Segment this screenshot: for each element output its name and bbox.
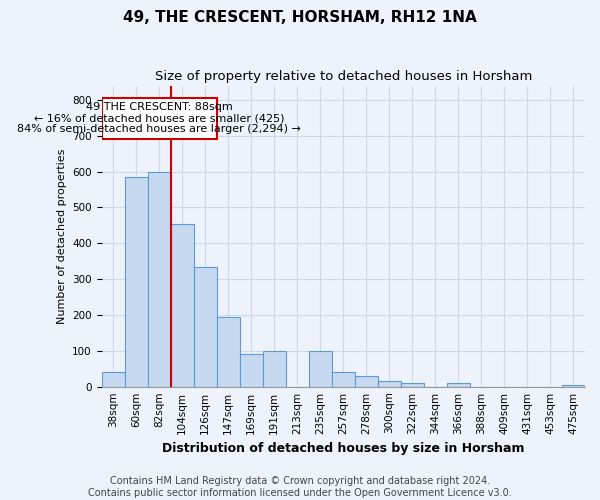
Bar	[170, 224, 194, 386]
Bar	[240, 354, 263, 386]
Title: Size of property relative to detached houses in Horsham: Size of property relative to detached ho…	[155, 70, 532, 83]
Y-axis label: Number of detached properties: Number of detached properties	[56, 148, 67, 324]
Text: Contains HM Land Registry data © Crown copyright and database right 2024.
Contai: Contains HM Land Registry data © Crown c…	[88, 476, 512, 498]
Bar	[217, 317, 240, 386]
Text: ← 16% of detached houses are smaller (425): ← 16% of detached houses are smaller (42…	[34, 114, 284, 124]
Bar	[332, 372, 355, 386]
Bar	[355, 376, 378, 386]
Bar	[263, 351, 286, 386]
Bar	[125, 177, 148, 386]
Bar	[194, 266, 217, 386]
Text: 84% of semi-detached houses are larger (2,294) →: 84% of semi-detached houses are larger (…	[17, 124, 301, 134]
Bar	[562, 385, 585, 386]
Text: 49 THE CRESCENT: 88sqm: 49 THE CRESCENT: 88sqm	[86, 102, 233, 113]
X-axis label: Distribution of detached houses by size in Horsham: Distribution of detached houses by size …	[162, 442, 524, 455]
Bar	[401, 383, 424, 386]
Text: 49, THE CRESCENT, HORSHAM, RH12 1NA: 49, THE CRESCENT, HORSHAM, RH12 1NA	[123, 10, 477, 25]
Bar	[148, 172, 170, 386]
Bar	[309, 351, 332, 386]
Bar	[378, 382, 401, 386]
Bar	[447, 383, 470, 386]
Bar	[101, 372, 125, 386]
Bar	[101, 98, 217, 140]
